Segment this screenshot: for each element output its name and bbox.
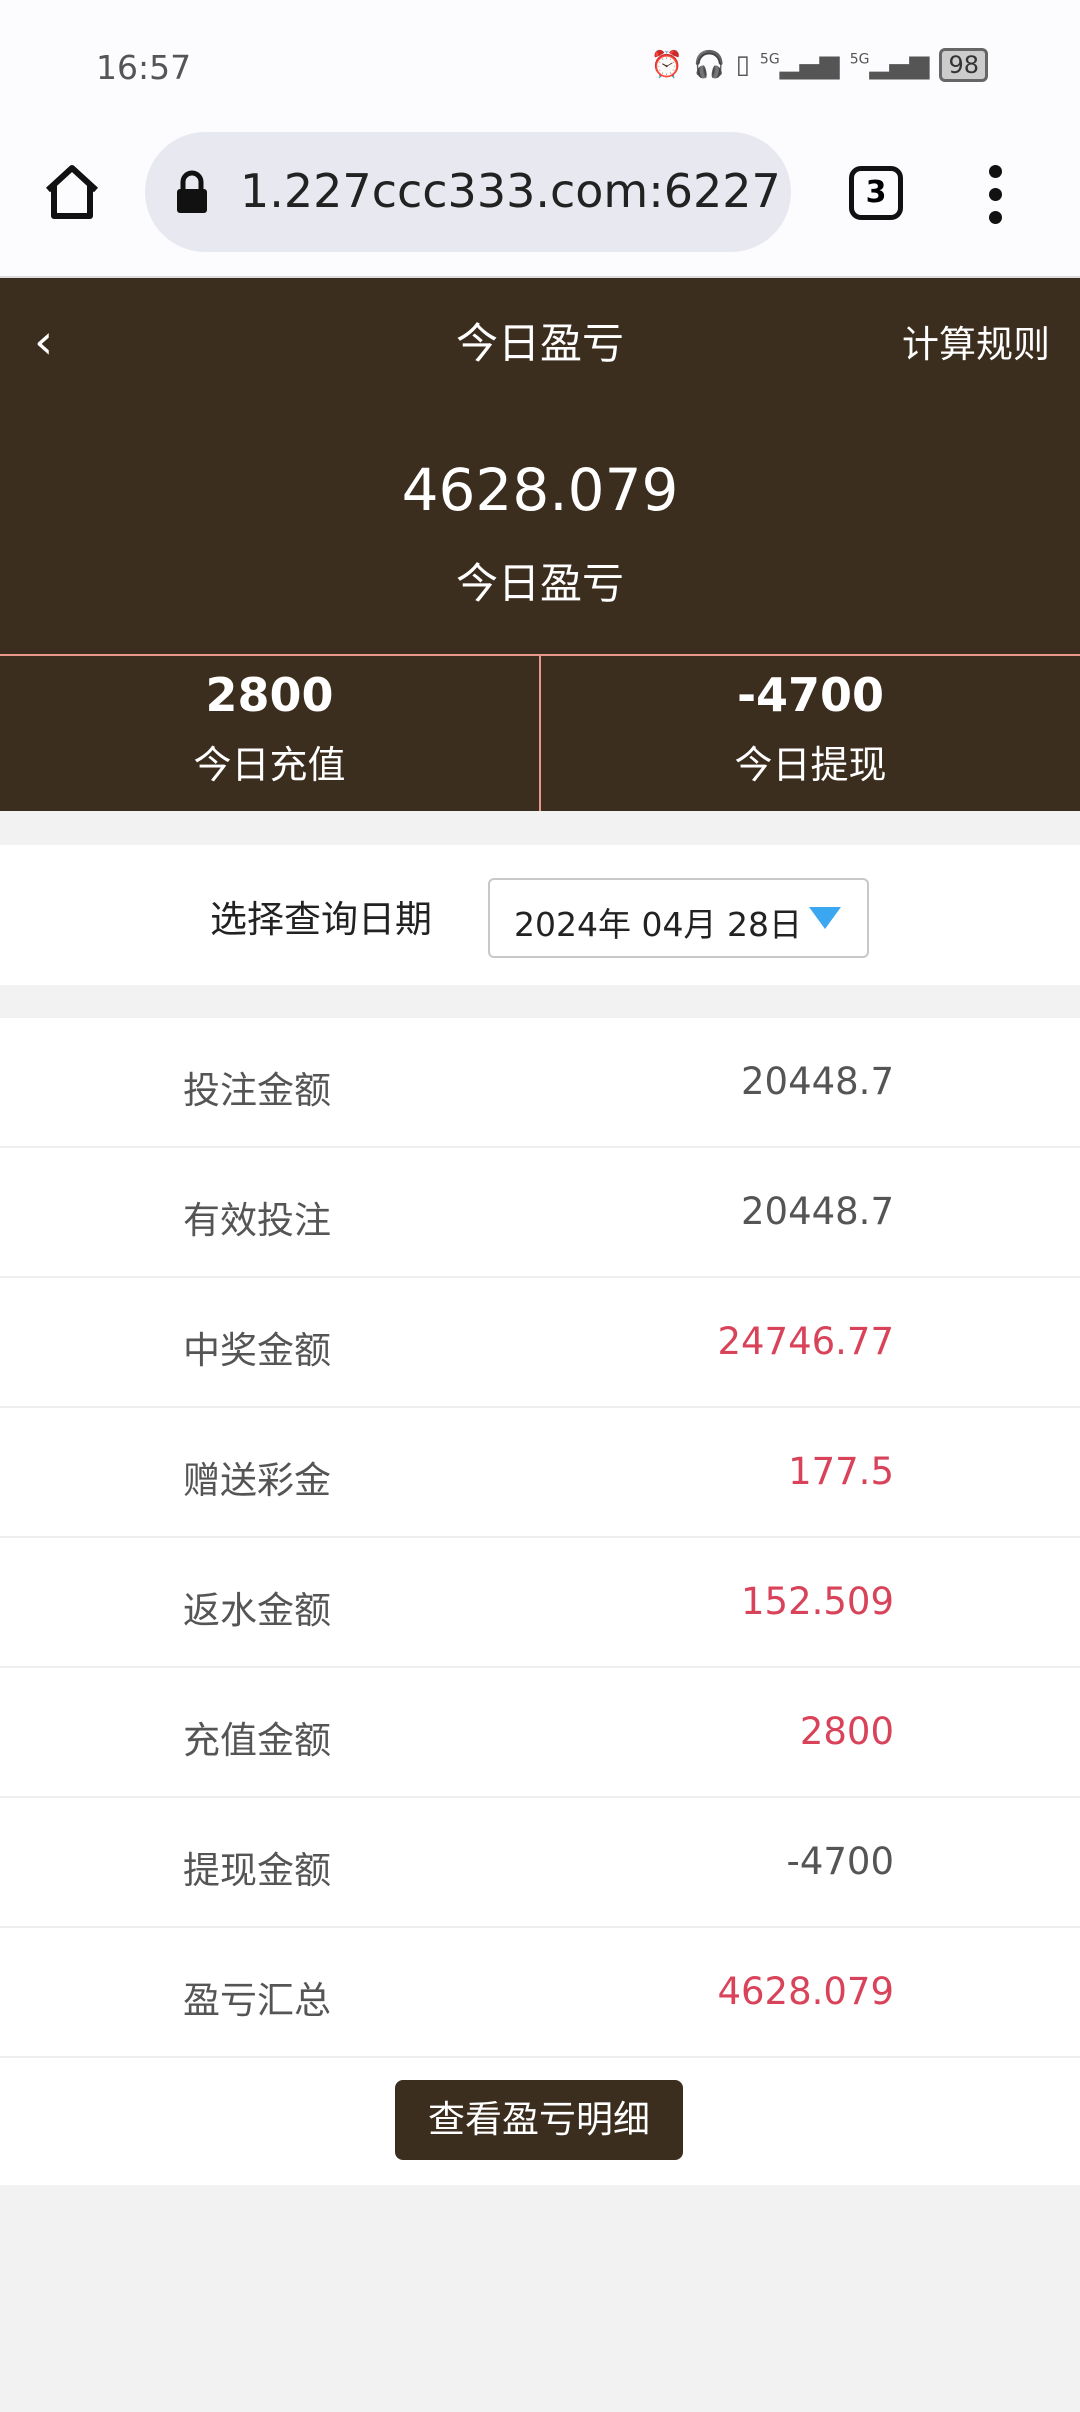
item-label: 赠送彩金: [183, 1459, 331, 1502]
list-item: 赠送彩金 177.5: [0, 1408, 1080, 1538]
item-value: 152.509: [740, 1580, 894, 1623]
list-item: 有效投注 20448.7: [0, 1148, 1080, 1278]
browser-toolbar: 1.227ccc333.com:6227 3: [0, 130, 1080, 278]
date-filter: 选择查询日期 2024年 04月 28日: [0, 845, 1080, 985]
more-menu-icon[interactable]: [985, 165, 1005, 234]
stat-label: 今日充值: [193, 743, 346, 787]
date-label: 选择查询日期: [210, 898, 432, 941]
summary-list: 投注金额 20448.7 有效投注 20448.7 中奖金额 24746.77 赠送彩…: [0, 1018, 1080, 2058]
stat-label: 今日提现: [734, 743, 887, 787]
home-icon[interactable]: [40, 160, 104, 224]
item-label: 提现金额: [183, 1849, 331, 1892]
list-item: 返水金额 152.509: [0, 1538, 1080, 1668]
page-title: 今日盈亏: [455, 319, 624, 368]
tab-switcher-button[interactable]: 3: [849, 166, 903, 220]
address-bar[interactable]: 1.227ccc333.com:6227: [145, 132, 791, 252]
headphones-icon: 🎧: [693, 50, 726, 80]
stat-value: 2800: [205, 668, 334, 722]
list-item: 充值金额 2800: [0, 1668, 1080, 1798]
url-text: 1.227ccc333.com:6227: [240, 164, 781, 218]
signal-icon-2: 5G▂▄▆: [849, 50, 930, 80]
button-area: 查看盈亏明细: [0, 2058, 1080, 2185]
view-details-button[interactable]: 查看盈亏明细: [395, 2080, 683, 2160]
battery-icon: 98: [939, 48, 988, 82]
date-select[interactable]: 2024年 04月 28日: [488, 878, 869, 958]
lock-icon: [177, 170, 207, 213]
status-icons: ⏰ 🎧 ▯ 5G▂▄▆ 5G▂▄▆ 98: [651, 48, 988, 82]
signal-icon: 5G▂▄▆: [759, 50, 840, 80]
item-value: 4628.079: [717, 1970, 894, 2013]
item-value: 24746.77: [717, 1320, 894, 1363]
status-bar: 16:57 ⏰ 🎧 ▯ 5G▂▄▆ 5G▂▄▆ 98: [0, 0, 1080, 130]
back-icon[interactable]: ‹: [34, 314, 54, 370]
profit-label: 今日盈亏: [455, 559, 624, 608]
profit-header: ‹ 今日盈亏 计算规则 4628.079 今日盈亏 2800 今日充值 -470…: [0, 278, 1080, 811]
list-item: 投注金额 20448.7: [0, 1018, 1080, 1148]
list-item: 盈亏汇总 4628.079: [0, 1928, 1080, 2058]
item-value: 20448.7: [740, 1190, 894, 1233]
list-item: 提现金额 -4700: [0, 1798, 1080, 1928]
item-value: 177.5: [788, 1450, 894, 1493]
profit-value: 4628.079: [401, 456, 679, 524]
alarm-icon: ⏰: [650, 50, 684, 80]
stat-recharge: 2800 今日充值: [0, 656, 539, 811]
item-value: -4700: [786, 1840, 894, 1883]
clock: 16:57: [96, 48, 192, 87]
item-label: 中奖金额: [183, 1329, 331, 1372]
item-label: 返水金额: [183, 1589, 331, 1632]
vibrate-icon: ▯: [735, 50, 750, 80]
item-value: 20448.7: [740, 1060, 894, 1103]
list-item: 中奖金额 24746.77: [0, 1278, 1080, 1408]
item-label: 有效投注: [183, 1199, 331, 1242]
stat-value: -4700: [736, 668, 885, 722]
dropdown-arrow-icon: [809, 907, 841, 929]
item-value: 2800: [799, 1710, 894, 1753]
item-label: 盈亏汇总: [183, 1979, 331, 2022]
date-value: 2024年 04月 28日: [514, 905, 802, 944]
item-label: 充值金额: [183, 1719, 331, 1762]
stats-row: 2800 今日充值 -4700 今日提现: [0, 654, 1080, 811]
calc-rules-link[interactable]: 计算规则: [902, 323, 1050, 366]
stat-withdraw: -4700 今日提现: [539, 656, 1080, 811]
item-label: 投注金额: [183, 1069, 331, 1112]
